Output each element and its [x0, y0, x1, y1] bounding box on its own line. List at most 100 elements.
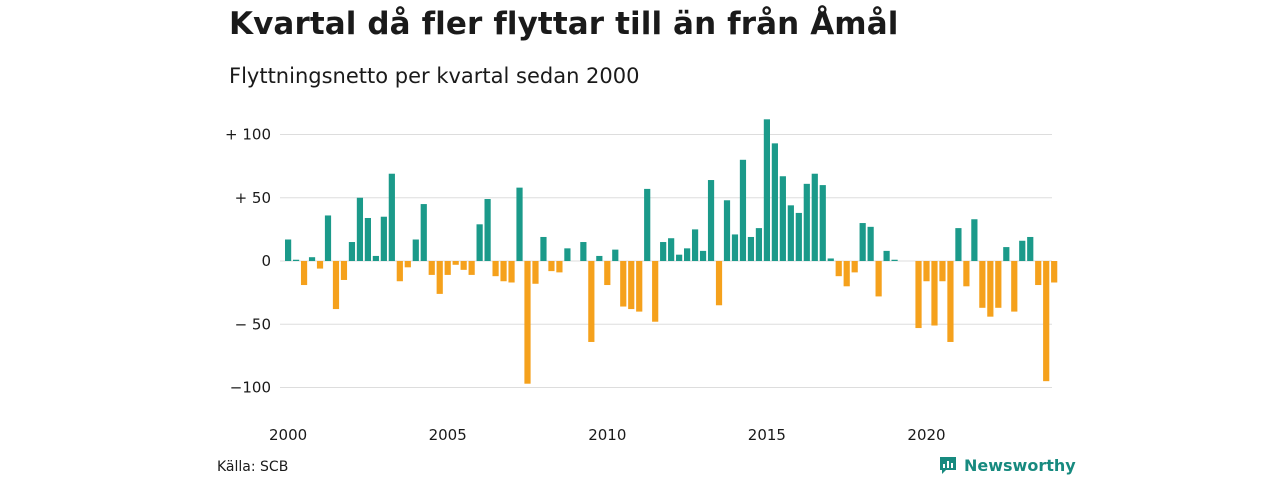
- bar-2011-q1: [636, 261, 643, 312]
- bar-2005-q1: [444, 261, 451, 275]
- bar-2002-q4: [372, 255, 379, 261]
- bar-2022-q2: [995, 261, 1002, 308]
- bar-2004-q1: [412, 239, 419, 261]
- bar-2018-q4: [883, 250, 890, 261]
- bar-chart: + 100 + 50 0 − 50 −100 2000 2005 2010 2015 2020: [225, 119, 1058, 444]
- bar-2023-q1: [1019, 240, 1026, 261]
- bar-2011-q3: [652, 261, 659, 322]
- bar-2015-q1: [763, 119, 770, 261]
- brand[interactable]: Newsworthy: [938, 455, 1076, 475]
- x-tick-label: 2020: [907, 426, 945, 444]
- bar-2009-q4: [596, 255, 603, 261]
- bar-2012-q1: [668, 238, 675, 261]
- bar-2017-q3: [843, 261, 850, 287]
- bar-2017-q4: [851, 261, 858, 273]
- bar-2010-q1: [604, 261, 611, 286]
- bar-2017-q2: [835, 261, 842, 277]
- bar-2016-q2: [803, 183, 810, 261]
- bar-2021-q2: [963, 261, 970, 287]
- bar-2005-q3: [460, 261, 467, 270]
- bar-2013-q1: [699, 250, 707, 261]
- brand-name: Newsworthy: [964, 455, 1076, 475]
- bar-2018-q2: [867, 226, 874, 261]
- bar-2014-q1: [731, 234, 739, 261]
- bar-2007-q2: [516, 187, 523, 261]
- bar-2013-q4: [723, 200, 731, 261]
- y-tick-label: − 50: [235, 315, 271, 333]
- bar-2023-q2: [1027, 236, 1034, 261]
- bars: [285, 119, 1058, 384]
- y-axis-ticks: + 100 + 50 0 − 50 −100: [225, 126, 271, 397]
- bar-2000-q1: [285, 239, 292, 261]
- bar-2007-q1: [508, 261, 515, 283]
- y-tick-label: + 50: [235, 189, 271, 207]
- bar-2017-q1: [827, 258, 834, 261]
- bar-2016-q3: [811, 173, 818, 261]
- bar-2002-q3: [364, 217, 371, 261]
- bar-2001-q2: [324, 215, 332, 261]
- y-tick-label: 0: [261, 252, 271, 270]
- bar-2020-q4: [947, 261, 954, 342]
- bar-2004-q2: [420, 204, 427, 261]
- bar-2000-q2: [292, 259, 300, 261]
- bar-2013-q3: [715, 261, 723, 306]
- bar-2010-q3: [620, 261, 627, 307]
- x-axis-ticks: 2000 2005 2010 2015 2020: [269, 426, 946, 444]
- bar-2003-q4: [404, 261, 411, 268]
- bar-2011-q2: [644, 188, 651, 261]
- bar-2019-q4: [915, 261, 922, 329]
- y-tick-label: + 100: [225, 126, 271, 144]
- bar-2008-q2: [548, 261, 555, 272]
- bar-2010-q2: [612, 249, 619, 261]
- source-note: Källa: SCB: [217, 459, 289, 475]
- x-tick-label: 2010: [588, 426, 626, 444]
- bar-2012-q2: [676, 254, 683, 261]
- bar-2002-q1: [348, 242, 356, 261]
- y-tick-label: −100: [230, 379, 271, 397]
- bar-2021-q1: [955, 228, 962, 261]
- bar-2001-q3: [332, 261, 340, 310]
- bar-2006-q3: [492, 261, 499, 277]
- bar-2010-q4: [628, 261, 635, 310]
- bar-2007-q4: [532, 261, 539, 284]
- bar-2012-q3: [684, 248, 691, 261]
- bar-2006-q2: [484, 199, 491, 261]
- bar-2020-q3: [939, 261, 946, 282]
- chart-subtitle: Flyttningsnetto per kvartal sedan 2000: [229, 64, 640, 88]
- bar-2009-q3: [588, 261, 595, 342]
- chart-title: Kvartal då fler flyttar till än från Åmå…: [229, 6, 899, 42]
- bar-2015-q3: [779, 176, 786, 261]
- bar-2005-q2: [452, 261, 459, 265]
- newsworthy-logo-icon: [940, 457, 956, 474]
- bar-2020-q2: [931, 261, 938, 326]
- bar-2018-q3: [875, 261, 882, 297]
- bar-2022-q3: [1003, 247, 1010, 261]
- bar-2019-q1: [891, 259, 898, 261]
- bar-2016-q1: [795, 212, 802, 261]
- x-tick-label: 2000: [269, 426, 307, 444]
- bar-2014-q2: [739, 159, 747, 261]
- x-tick-label: 2015: [748, 426, 786, 444]
- bar-2023-q4: [1043, 261, 1050, 382]
- bar-2000-q4: [308, 257, 316, 261]
- bar-2021-q4: [979, 261, 986, 308]
- bar-2008-q1: [540, 236, 547, 261]
- bar-2001-q4: [340, 261, 348, 280]
- bar-2001-q1: [316, 261, 324, 269]
- bar-2022-q1: [987, 261, 994, 317]
- bar-2015-q4: [787, 205, 794, 261]
- x-tick-label: 2005: [429, 426, 467, 444]
- bar-2014-q3: [747, 236, 755, 261]
- bar-2004-q3: [428, 261, 435, 275]
- bar-2006-q1: [476, 224, 483, 261]
- bar-2000-q3: [300, 261, 308, 286]
- bar-2003-q3: [396, 261, 403, 282]
- bar-2016-q4: [819, 185, 826, 261]
- bar-2021-q3: [971, 219, 978, 261]
- bar-2006-q4: [500, 261, 507, 282]
- bar-2023-q3: [1035, 261, 1042, 286]
- bar-2005-q4: [468, 261, 475, 275]
- bar-2004-q4: [436, 261, 443, 294]
- bar-2008-q3: [556, 261, 563, 273]
- bar-2015-q2: [771, 143, 778, 261]
